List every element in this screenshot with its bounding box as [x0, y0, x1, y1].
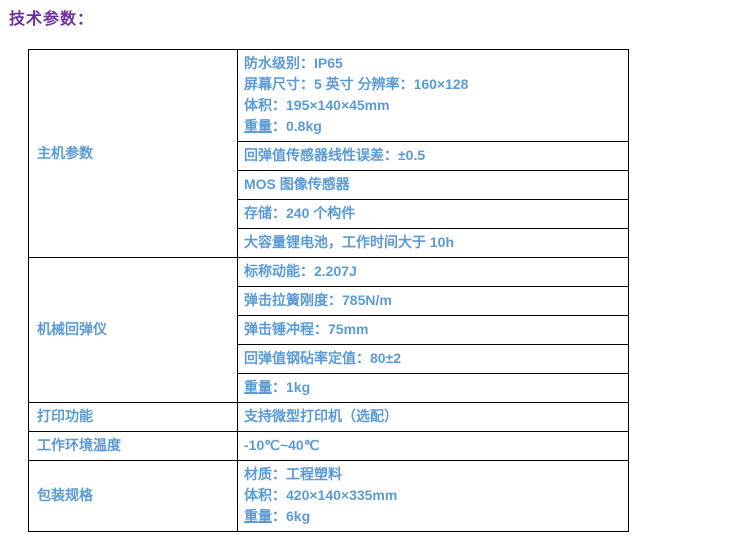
specs-table-body: 主机参数 防水级别：IP65 屏幕尺寸：5 英寸 分辨率：160×128 体积：195… — [28, 49, 629, 532]
table-row: 重量：1kg — [29, 373, 629, 403]
spec-cell: 材质：工程塑料体积：420×140×335mm 重量：6kg — [237, 460, 629, 532]
spec-line: 重量：1kg — [244, 379, 311, 395]
spec-cell: 存储：240 个构件 — [237, 199, 629, 229]
table-row: 弹击锤冲程：75mm — [29, 315, 629, 345]
spec-cell: 大容量锂电池，工作时间大于 10h — [237, 228, 629, 258]
category-cell: 打印功能 — [28, 402, 238, 432]
spec-cell: 弹击拉簧刚度：785N/m — [237, 286, 629, 316]
page-title: 技术参数： — [9, 11, 95, 28]
table-row: 包装规格 材质：工程塑料体积：420×140×335mm 重量：6kg — [28, 460, 629, 532]
specs-table: 主机参数 防水级别：IP65 屏幕尺寸：5 英寸 分辨率：160×128 体积：195… — [28, 49, 629, 532]
table-row: 弹击拉簧刚度：785N/m — [29, 286, 629, 316]
spec-line: 材质：工程塑料 — [244, 466, 342, 482]
spec-line: -10℃~40℃ — [244, 437, 320, 453]
spec-line: 屏幕尺寸：5 英寸 分辨率：160×128 — [244, 76, 469, 92]
table-row: 回弹值钢砧率定值：80±2 — [29, 344, 629, 374]
underlined-label: 重量 — [244, 118, 272, 134]
table-row: 回弹值传感器线性误差：±0.5 — [29, 141, 629, 171]
spec-line: MOS 图像传感器 — [244, 176, 350, 192]
category-cell: 机械回弹仪 — [28, 257, 238, 403]
spec-line: 弹击锤冲程：75mm — [244, 321, 369, 337]
spec-line: 体积：195×140×45mm — [244, 97, 390, 113]
table-row: 打印功能 支持微型打印机（选配） — [28, 402, 629, 432]
underlined-label: 重量 — [244, 379, 272, 395]
category-cell: 包装规格 — [28, 460, 238, 532]
spec-cell: 标称动能：2.207J — [237, 257, 629, 287]
table-row: 机械回弹仪 标称动能：2.207J — [28, 257, 629, 403]
spec-cell: 弹击锤冲程：75mm — [237, 315, 629, 345]
spec-cell: -10℃~40℃ — [237, 431, 629, 461]
spec-line: 体积：420×140×335mm — [244, 487, 398, 503]
spec-line: 防水级别：IP65 — [244, 55, 343, 71]
spec-cell: 防水级别：IP65 屏幕尺寸：5 英寸 分辨率：160×128 体积：195×140… — [237, 49, 629, 142]
spec-cell: MOS 图像传感器 — [237, 170, 629, 200]
spec-line: 重量：6kg — [244, 508, 311, 524]
table-row: 主机参数 防水级别：IP65 屏幕尺寸：5 英寸 分辨率：160×128 体积：195… — [28, 49, 629, 258]
table-row: 大容量锂电池，工作时间大于 10h — [29, 228, 629, 258]
spec-cell: 支持微型打印机（选配） — [237, 402, 629, 432]
spec-line: 存储：240 个构件 — [244, 205, 356, 221]
spec-line: 回弹值钢砧率定值：80±2 — [244, 350, 402, 366]
spec-cell: 重量：1kg — [237, 373, 629, 403]
spec-line: 重量：0.8kg — [244, 118, 322, 134]
spec-cell: 回弹值传感器线性误差：±0.5 — [237, 141, 629, 171]
spec-line: 标称动能：2.207J — [244, 263, 357, 279]
spec-line: 回弹值传感器线性误差：±0.5 — [244, 147, 426, 163]
spec-line: 大容量锂电池，工作时间大于 10h — [244, 234, 455, 250]
category-cell: 工作环境温度 — [28, 431, 238, 461]
spec-line: 支持微型打印机（选配） — [244, 408, 398, 424]
category-cell: 主机参数 — [28, 49, 238, 258]
spec-line: 弹击拉簧刚度：785N/m — [244, 292, 392, 308]
underlined-label: 重量 — [244, 508, 272, 524]
table-row: 工作环境温度 -10℃~40℃ — [28, 431, 629, 461]
spec-cell: 回弹值钢砧率定值：80±2 — [237, 344, 629, 374]
